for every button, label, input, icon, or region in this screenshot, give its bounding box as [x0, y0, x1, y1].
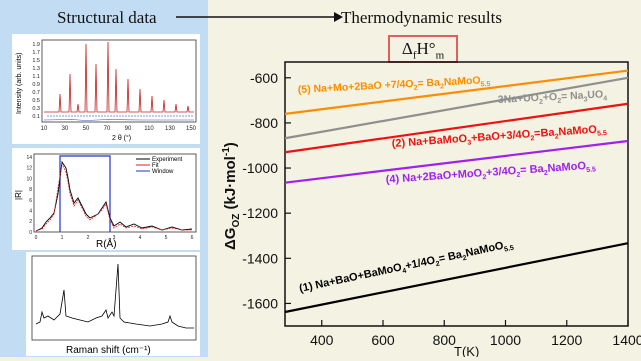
xrd-ytick-label: 0.7: [32, 90, 40, 96]
xrd-frame: [41, 39, 197, 123]
x-axis: 400 600 800 1000 1200 1400: [310, 320, 641, 348]
xrd-xtick-label: 110: [144, 126, 154, 132]
exafs-ytick-label: 2: [29, 219, 32, 225]
legend-window: Window: [152, 169, 174, 175]
x-tick-label: 1000: [490, 332, 521, 348]
series-lines: [284, 69, 629, 314]
y-tick-label: -1400: [242, 250, 278, 266]
xrd-ytick-label: 1.5: [32, 58, 40, 64]
xrd-xtick-label: 70: [104, 126, 111, 132]
exafs-xtick-label: 2: [87, 235, 90, 241]
exafs-ytick-label: 6: [29, 198, 32, 204]
series-line-2: [284, 102, 629, 154]
exafs-xtick-label: 5: [165, 235, 168, 241]
legend-experiment: Experiment: [152, 157, 183, 163]
xrd-ytick-label: 0.9: [32, 82, 40, 88]
x-tick-label: 800: [433, 332, 457, 348]
exafs-ytick-label: 12: [26, 166, 32, 172]
exafs-ytick-label: 8: [29, 187, 32, 193]
exafs-xtick-label: 4: [139, 235, 142, 241]
xrd-ytick-label: 0.1: [32, 114, 40, 120]
thermodynamic-results-label: Thermodynamic results: [341, 8, 502, 27]
label-series-4: (4) Na+2BaO+MoO2+3/4O2= Ba2NaMoO5.5: [385, 159, 596, 188]
xrd-xtick-label: 50: [83, 126, 90, 132]
xrd-difference-line: [43, 119, 194, 121]
exafs-ytick-label: 14: [26, 155, 32, 161]
plot-frame: [284, 61, 629, 327]
raman-frame: [31, 255, 197, 341]
enthalpy-h: H°: [416, 39, 436, 58]
legend-fit: Fit: [152, 163, 159, 169]
xrd-ytick-label: 1.9: [32, 42, 40, 48]
exafs-fit-line: [35, 162, 192, 232]
series-line-4: [284, 242, 629, 314]
exafs-ytick-label: 4: [29, 209, 32, 215]
xrd-pattern-line: [44, 41, 194, 113]
enthalpy-sub-m: m: [435, 49, 445, 62]
raman-xlabel: Raman shift (cm⁻¹): [66, 345, 151, 356]
xrd-bragg-marks: [47, 115, 193, 117]
exafs-legend: Experiment Fit Window: [136, 157, 183, 175]
y-axis: -600 -800 -1000 -1200 -1400 -1600: [242, 70, 291, 311]
xrd-plot: 1.9 1.7 1.5 1.3 1.1 0.9 0.7 0.5 0.3 0.1 10 30 50 70 9…: [16, 39, 197, 142]
xrd-ytick-label: 1.7: [32, 50, 40, 56]
exafs-ylabel: |R|: [14, 190, 23, 200]
exafs-xtick-label: 6: [191, 235, 194, 241]
xrd-ytick-label: 0.3: [32, 106, 40, 112]
label-series-na3uo4: 3Na+UO2+O2= Na3UO4: [498, 88, 608, 108]
xrd-xtick-label: 150: [186, 126, 197, 132]
x-tick-label: 400: [310, 332, 334, 348]
raman-plot: Raman shift (cm⁻¹): [31, 255, 197, 356]
series-line-0: [284, 69, 629, 115]
raman-spectrum-line: [35, 263, 194, 329]
xrd-ytick-label: 1.3: [32, 66, 40, 72]
series-line-1: [284, 76, 629, 140]
exafs-xtick-label: 0: [35, 235, 38, 241]
xrd-xtick-label: 30: [62, 126, 69, 132]
exafs-experiment-line: [35, 160, 193, 232]
y-axis-label: ΔGOZ (kJ·mol-1): [221, 142, 242, 250]
xrd-xtick-label: 10: [41, 126, 48, 132]
xrd-xtick-label: 90: [125, 126, 132, 132]
xrd-xtick-label: 130: [165, 126, 176, 132]
xrd-xlabel: 2 θ (°): [112, 134, 131, 142]
enthalpy-delta: Δ: [401, 39, 413, 58]
exafs-xlabel: R(Å): [96, 237, 117, 250]
exafs-ytick-label: 0: [29, 230, 32, 236]
y-tick-label: -1600: [242, 295, 278, 311]
xrd-ylabel: Intensity (arb. units): [16, 53, 23, 114]
x-axis-label: T(K): [454, 344, 479, 357]
y-tick-label: -600: [250, 70, 278, 86]
y-tick-label: -1000: [242, 160, 278, 176]
exafs-ytick-label: 10: [26, 176, 32, 182]
label-series-5: (5) Na+Mo+2BaO +7/4O2= Ba2NaMoO5.5: [298, 74, 491, 98]
enthalpy-sub-f: f: [412, 49, 417, 62]
x-tick-label: 1400: [612, 332, 641, 348]
exafs-xtick-label: 3: [113, 235, 116, 241]
structural-data-label: Structural data: [57, 8, 157, 27]
y-tick-label: -800: [250, 115, 278, 131]
xrd-figure: 1.9 1.7 1.5 1.3 1.1 0.9 0.7 0.5 0.3 0.1 10 30 50 70 9…: [12, 34, 200, 144]
xrd-ytick-label: 1.1: [32, 74, 40, 80]
y-tick-label: -1200: [242, 205, 278, 221]
exafs-xtick-label: 1: [61, 235, 64, 241]
exafs-frame: [33, 153, 197, 233]
x-tick-label: 1200: [551, 332, 582, 348]
x-tick-label: 600: [371, 332, 395, 348]
xrd-ytick-label: 0.5: [32, 98, 40, 104]
series-line-3: [284, 139, 629, 184]
raman-figure: Raman shift (cm⁻¹): [26, 252, 200, 356]
exafs-window-line: [59, 155, 111, 232]
